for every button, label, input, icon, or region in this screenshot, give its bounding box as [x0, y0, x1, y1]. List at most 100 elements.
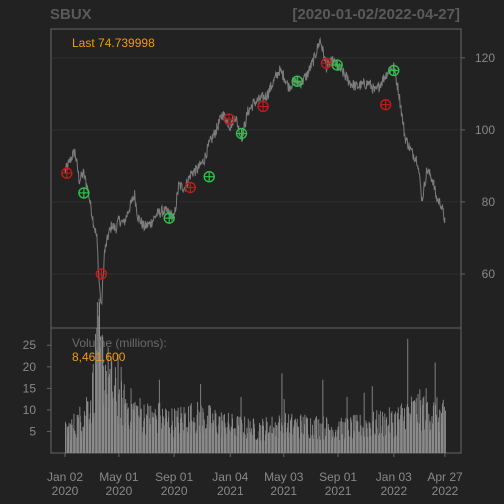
price-tick-label: 120: [475, 51, 495, 65]
volume-bar: [282, 433, 284, 453]
volume-bar: [307, 434, 309, 453]
volume-bar: [115, 401, 117, 453]
buy-marker: [235, 127, 248, 140]
price-line: [64, 36, 446, 306]
volume-bar: [112, 397, 114, 453]
buy-marker: [163, 212, 175, 224]
volume-bar: [262, 421, 264, 453]
volume-bar: [254, 428, 255, 453]
volume-bar: [357, 431, 359, 453]
price-gridlines: [52, 57, 460, 275]
volume-bar: [102, 336, 104, 453]
volume-bar: [419, 407, 421, 453]
volume-bar: [224, 436, 226, 453]
volume-bar: [319, 423, 321, 453]
volume-bar: [359, 431, 361, 453]
volume-bar: [365, 430, 367, 453]
volume-bar: [322, 416, 324, 453]
chart-title: SBUX: [50, 6, 92, 23]
volume-bar: [382, 412, 383, 453]
volume-bar: [162, 416, 164, 453]
volume-bar: [291, 434, 293, 453]
volume-bar: [92, 363, 94, 453]
volume-bar: [208, 427, 210, 453]
volume-bar: [174, 408, 175, 453]
volume-bar: [187, 427, 189, 453]
volume-bar: [263, 425, 264, 453]
x-tick-label: May 03: [264, 470, 304, 484]
volume-bar: [406, 404, 408, 453]
volume-bar: [189, 405, 191, 453]
volume-bar: [297, 426, 299, 453]
volume-bar: [99, 302, 100, 453]
volume-bar: [211, 423, 213, 453]
x-tick-label: Jan 03: [376, 470, 412, 484]
volume-bar: [256, 439, 258, 453]
volume-bar: [329, 430, 331, 453]
volume-bar: [136, 405, 137, 453]
volume-bar: [302, 416, 304, 453]
volume-bar: [96, 328, 98, 453]
volume-bar: [315, 434, 317, 453]
volume-bar: [191, 420, 193, 453]
volume-bar: [181, 413, 183, 453]
volume-bar: [70, 425, 72, 453]
volume-bar: [153, 421, 154, 453]
volume-bar: [268, 439, 270, 453]
volume-bar: [294, 431, 296, 453]
volume-bar: [162, 408, 163, 453]
volume-bar: [180, 406, 182, 453]
volume-bar: [261, 426, 263, 453]
x-tick-year: 2021: [217, 484, 244, 498]
x-tick-year: 2020: [161, 484, 188, 498]
volume-bar: [328, 427, 330, 453]
volume-bar: [350, 417, 352, 453]
volume-bar: [184, 420, 185, 453]
volume-bar: [279, 418, 281, 453]
volume-bar: [335, 429, 337, 453]
volume-bar: [259, 422, 260, 453]
volume-bars: [65, 298, 446, 453]
volume-bar: [124, 404, 126, 453]
volume-tick-label: 15: [23, 381, 37, 395]
volume-bar: [219, 416, 221, 453]
volume-bar: [246, 438, 247, 453]
volume-bar: [411, 401, 413, 453]
volume-bar: [155, 416, 157, 453]
volume-bar: [156, 432, 158, 453]
volume-bar: [429, 420, 431, 453]
volume-bar: [125, 399, 127, 453]
volume-bar: [304, 414, 306, 453]
volume-bar: [144, 417, 145, 453]
volume-bar: [281, 373, 283, 453]
volume-bar: [414, 401, 416, 453]
volume-bar: [130, 388, 132, 453]
volume-bar: [90, 422, 92, 453]
volume-bar: [371, 386, 373, 453]
volume-bar: [352, 415, 354, 453]
volume-bar: [319, 439, 321, 453]
volume-bar: [341, 435, 343, 453]
volume-bar: [259, 425, 261, 453]
volume-bar: [408, 407, 410, 453]
volume-bar: [235, 435, 237, 453]
volume-bar: [344, 422, 346, 453]
volume-bar: [218, 416, 220, 453]
volume-bar: [423, 429, 425, 453]
volume-bar: [196, 414, 198, 453]
volume-bar: [240, 397, 242, 453]
volume-bar: [342, 434, 343, 453]
volume-bar: [274, 427, 276, 453]
volume-bar: [351, 422, 352, 453]
volume-bar: [266, 423, 268, 453]
volume-bar: [237, 416, 238, 453]
volume-bar: [396, 413, 398, 453]
volume-bar: [407, 338, 409, 453]
volume-bar: [425, 420, 427, 453]
volume-bar: [379, 432, 381, 453]
volume-bar: [395, 435, 397, 453]
volume-bar: [217, 434, 219, 453]
volume-bar: [168, 411, 170, 453]
volume-bar: [407, 407, 409, 453]
price-tick-label: 80: [482, 195, 496, 209]
